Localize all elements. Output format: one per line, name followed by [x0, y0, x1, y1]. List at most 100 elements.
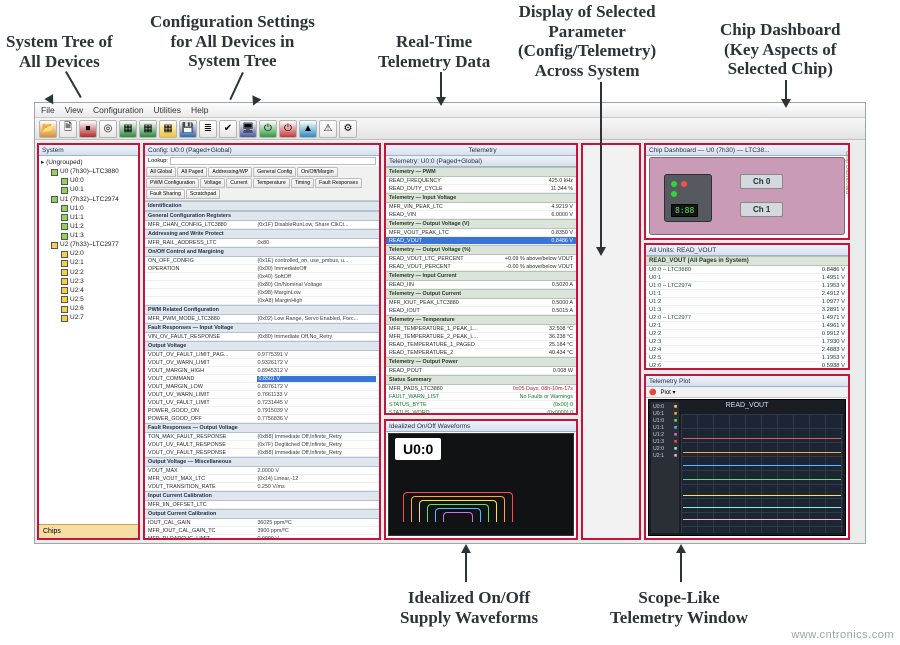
telemetry-row[interactable]: READ_POUT0.008 W [386, 367, 576, 375]
selected-row[interactable]: U0:11.4951 V [646, 274, 848, 282]
config-row[interactable]: MFR_RLOADCHG_LIMIT0.0000 V [145, 535, 379, 540]
menu-configuration[interactable]: Configuration [93, 105, 144, 115]
telemetry-row[interactable]: MFR_TEMPERATURE_2_PEAK_L...36.238 °C [386, 333, 576, 341]
scope-channel[interactable]: U1:0■ [653, 418, 677, 424]
telemetry-row[interactable]: READ_TEMPERATURE_240.434 °C [386, 349, 576, 357]
config-row[interactable]: MFR_IIN_OFFSET_LTC [145, 501, 379, 509]
config-row[interactable]: VOUT_UV_FAULT_RESPONSE(0x7F) Deglitched … [145, 441, 379, 449]
config-row[interactable]: VOUT_OV_WARN_LIMIT0.9326172 V [145, 359, 379, 367]
config-tab[interactable]: Fault Responses [315, 178, 362, 188]
tree-channel[interactable]: U1:0 [41, 205, 136, 213]
tree-channel[interactable]: U2:3 [41, 278, 136, 286]
scope-channel-list[interactable]: U0:0■U0:1■U1:0■U1:1■U1:2■U1:3■U2:0■U2:1■ [651, 402, 679, 533]
tree-root[interactable]: ▸ (Ungrouped) [41, 159, 136, 167]
config-tab[interactable]: Timing [291, 178, 314, 188]
scope-plot-button[interactable]: Plot ▾ [660, 389, 675, 396]
config-tab[interactable]: General Config [253, 167, 296, 177]
config-tab[interactable]: Current [226, 178, 251, 188]
config-row[interactable]: POWER_GOOD_ON0.7915039 V [145, 407, 379, 415]
config-row[interactable]: VOUT_UV_FAULT_LIMIT0.7231445 V [145, 399, 379, 407]
config-row[interactable]: (0x80) On/Nominal Voltage [145, 281, 379, 289]
config-row[interactable]: VOUT_UV_WARN_LIMIT0.7661133 V [145, 391, 379, 399]
config-tab[interactable]: All Global [146, 167, 176, 177]
config-row[interactable]: VOUT_MAX2.0000 V [145, 467, 379, 475]
selected-row[interactable]: U2:51.1953 V [646, 354, 848, 362]
config-row[interactable]: MFR_CHAN_CONFIG_LTC3880(0x1F) DisableRun… [145, 221, 379, 229]
selected-row[interactable]: U2:42.4883 V [646, 346, 848, 354]
config-tab[interactable]: On/Off/Margin [297, 167, 337, 177]
config-row[interactable]: IOUT_CAL_GAIN36025 ppm/ºC [145, 519, 379, 527]
cfg-icon[interactable]: ⚙ [339, 120, 357, 138]
scope-channel[interactable]: U0:1■ [653, 411, 677, 417]
check-icon[interactable]: ✔ [219, 120, 237, 138]
config-row[interactable]: (0x98) MarginLow [145, 289, 379, 297]
tree-device[interactable]: U0 (7h30)–LTC3880 [41, 168, 136, 176]
chip2-icon[interactable]: ▦ [139, 120, 157, 138]
menu-view[interactable]: View [65, 105, 83, 115]
grid-icon[interactable]: ▦ [159, 120, 177, 138]
config-row[interactable]: MFR_PWM_MODE_LTC3880(0x02) Low Range, Se… [145, 315, 379, 323]
scope-channel[interactable]: U1:2■ [653, 432, 677, 438]
selected-row[interactable]: U2:60.5938 V [646, 362, 848, 370]
tree-channel[interactable]: U1:3 [41, 232, 136, 240]
config-row[interactable]: ON_OFF_CONFIG(0x1E) controlled_on, use_p… [145, 257, 379, 265]
config-tab[interactable]: Fault Sharing [146, 189, 185, 199]
doc-icon[interactable]: 🗎 [59, 120, 77, 138]
config-row[interactable]: (0xA8) MarginHigh [145, 297, 379, 305]
config-tab[interactable]: Temperature [253, 178, 290, 188]
config-row[interactable]: VOUT_OV_FAULT_RESPONSE(0xB8) Immediate O… [145, 449, 379, 457]
chips-tab[interactable]: Chips [39, 524, 138, 538]
telemetry-row[interactable]: READ_DUTY_CYCLE11.344 % [386, 185, 576, 193]
config-row[interactable]: OPERATION(0x00) ImmediateOff [145, 265, 379, 273]
telemetry-row[interactable]: MFR_IOUT_PEAK_LTC38800.5000 A [386, 299, 576, 307]
tree-device[interactable]: U1 (7h32)–LTC2974 [41, 196, 136, 204]
telemetry-tab[interactable]: Telemetry [386, 145, 576, 156]
telemetry-row[interactable]: READ_VOUT0.8486 V [386, 237, 576, 245]
dashboard-ch0[interactable]: Ch 0 [740, 174, 783, 189]
telemetry-row[interactable]: STATUS_WORD(0x0000) 0 [386, 409, 576, 415]
dashboard-ch1[interactable]: Ch 1 [740, 202, 783, 217]
selected-row[interactable]: U2:11.4961 V [646, 322, 848, 330]
config-tab[interactable]: PWM Configuration [146, 178, 199, 188]
telemetry-row[interactable]: FAULT_WARN_LISTNo Faults or Warnings [386, 393, 576, 401]
scope-channel[interactable]: U1:1■ [653, 425, 677, 431]
power-on-icon[interactable]: ⏻ [259, 120, 277, 138]
selected-grid[interactable]: U0:0 – LTC38800.8486 VU0:11.4951 VU1:0 –… [646, 266, 848, 370]
config-row[interactable]: MFR_VOUT_MAX_LTC(0x14) Linear,-12 [145, 475, 379, 483]
target-icon[interactable]: ◎ [99, 120, 117, 138]
power-off-icon[interactable]: ⏻ [279, 120, 297, 138]
tree-channel[interactable]: U0:0 [41, 177, 136, 185]
chip1-icon[interactable]: ▦ [119, 120, 137, 138]
menu-utilities[interactable]: Utilities [154, 105, 181, 115]
scope-stage[interactable]: U0:0■U0:1■U1:0■U1:1■U1:2■U1:3■U2:0■U2:1■… [648, 399, 846, 536]
scope-channel[interactable]: U1:3■ [653, 439, 677, 445]
telemetry-row[interactable]: STATUS_BYTE(0x00) 0 [386, 401, 576, 409]
selected-row[interactable]: U2:20.9912 V [646, 330, 848, 338]
config-tab[interactable]: Voltage [200, 178, 225, 188]
telemetry-row[interactable]: MFR_VIN_PEAK_LTC4.9219 V [386, 203, 576, 211]
config-row[interactable]: VOUT_TRANSITION_RATE0.250 V/ms [145, 483, 379, 491]
tree-channel[interactable]: U0:1 [41, 186, 136, 194]
telemetry-row[interactable]: MFR_TEMPERATURE_1_PEAK_L...32.508 °C [386, 325, 576, 333]
telemetry-grid[interactable]: Telemetry — PWMREAD_FREQUENCY425.0 kHzRE… [386, 167, 576, 415]
tree-channel[interactable]: U2:0 [41, 250, 136, 258]
selected-row[interactable]: U1:21.0977 V [646, 298, 848, 306]
up-icon[interactable]: ▲ [299, 120, 317, 138]
telemetry-row[interactable]: READ_TEMPERATURE_1_PAGED25.184 °C [386, 341, 576, 349]
tree-channel[interactable]: U2:6 [41, 305, 136, 313]
scope-channel[interactable]: U2:1■ [653, 453, 677, 459]
warn-icon[interactable]: ⚠ [319, 120, 337, 138]
telemetry-row[interactable]: READ_IOUT0.5015 A [386, 307, 576, 315]
config-row[interactable]: POWER_GOOD_OFF0.7756836 V [145, 415, 379, 423]
config-row[interactable]: VOUT_OV_FAULT_LIMIT_PAG...0.9775391 V [145, 351, 379, 359]
telemetry-row[interactable]: READ_VOUT_LTC_PERCENT+0.09 % above/below… [386, 255, 576, 263]
telemetry-row[interactable]: MFR_PADS_LTC38800x05 Days, 08h-10m-17s [386, 385, 576, 393]
selected-row[interactable]: U0:0 – LTC38800.8486 V [646, 266, 848, 274]
stop-icon[interactable]: ⏹ [79, 120, 97, 138]
config-row[interactable]: VOUT_MARGIN_LOW0.8076172 V [145, 383, 379, 391]
tree-device[interactable]: U2 (7h33)–LTC2977 [41, 241, 136, 249]
telemetry-row[interactable]: READ_VIN6.0000 V [386, 211, 576, 219]
telemetry-row[interactable]: READ_VOUT_PERCENT-0.00 % above/below VOU… [386, 263, 576, 271]
waveform-stage[interactable]: U0:0 [388, 433, 574, 536]
config-row[interactable]: VOUT_MARGIN_HIGH0.8945312 V [145, 367, 379, 375]
